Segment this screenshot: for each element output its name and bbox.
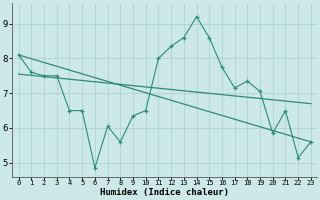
X-axis label: Humidex (Indice chaleur): Humidex (Indice chaleur) [100,188,229,197]
